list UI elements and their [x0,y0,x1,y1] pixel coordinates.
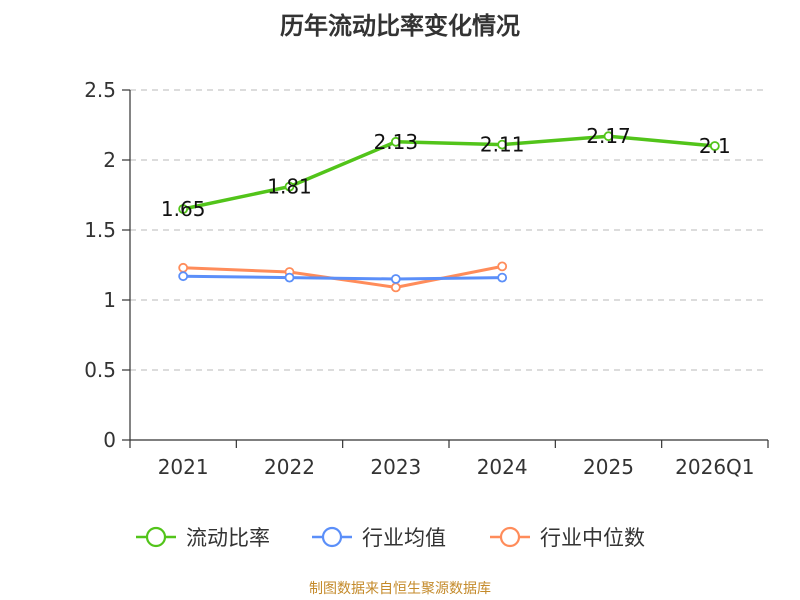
data-labels: 1.65 1.81 2.13 2.11 2.17 2.1 [161,124,731,221]
data-point [284,272,295,283]
y-tick-label: 2.5 [84,78,116,102]
legend: 流动比率 行业均值 行业中位数 [136,526,645,550]
data-label: 2.1 [699,134,731,158]
legend-marker [145,526,167,548]
data-point [497,139,508,150]
x-tick-label: 2023 [370,455,421,479]
data-label: 2.13 [374,130,419,154]
data-point [178,262,189,273]
x-tick-label: 2021 [158,455,209,479]
data-point [390,136,401,147]
data-label: 2.17 [586,124,631,148]
x-tick-label: 2025 [583,455,634,479]
data-label: 1.65 [161,197,206,221]
x-tick-label: 2026Q1 [675,455,754,479]
y-tick-label: 1 [103,288,116,312]
series-lines [178,131,720,293]
y-tick-label: 0 [103,428,116,452]
data-point [497,261,508,272]
data-point [709,141,720,151]
data-point [390,282,401,293]
y-tick-label: 2 [103,148,116,172]
data-point [178,271,189,282]
y-tick-label: 1.5 [84,218,116,242]
grid-lines [130,89,768,371]
data-label: 1.81 [267,175,312,199]
legend-marker [499,526,521,548]
source-note: 制图数据来自恒生聚源数据库 [309,581,491,597]
x-tick-label: 2022 [264,455,315,479]
chart-title: 历年流动比率变化情况 [280,12,520,40]
data-point [603,131,614,142]
series-line [183,274,503,281]
data-point [284,181,295,192]
data-label: 2.11 [480,133,525,157]
data-point [178,204,189,214]
data-point [390,274,401,284]
legend-label: 流动比率 [186,526,270,550]
legend-marker [321,526,343,548]
x-tick-label: 2024 [477,455,528,479]
series-line [182,134,715,211]
legend-label: 行业中位数 [540,526,645,550]
legend-label: 行业均值 [362,526,446,550]
y-tick-label: 0.5 [84,358,116,382]
axes: 0 0.5 1 1.5 2 2.5 2021 2022 2023 2024 2025 2026Q1 [84,78,769,479]
data-point [497,272,508,283]
